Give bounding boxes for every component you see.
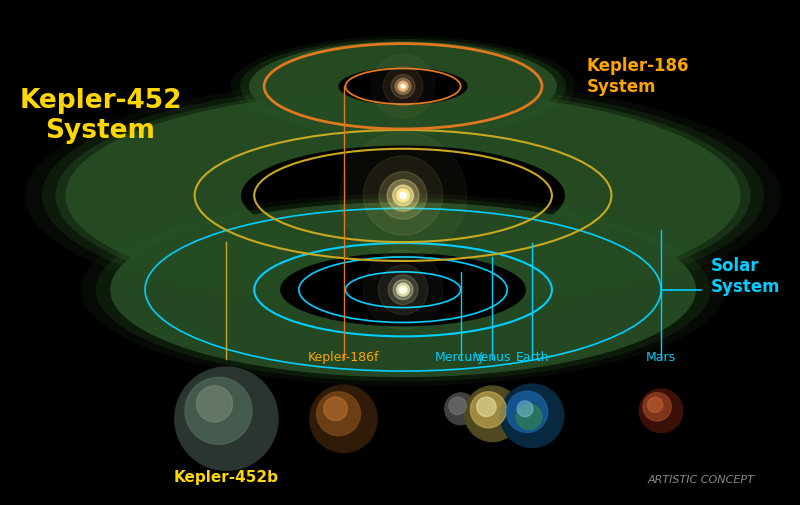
Circle shape [500, 384, 564, 447]
Circle shape [401, 288, 405, 292]
Ellipse shape [66, 91, 741, 299]
Circle shape [397, 283, 410, 296]
Circle shape [378, 265, 428, 315]
Text: Mercury: Mercury [435, 351, 486, 364]
Circle shape [363, 156, 442, 235]
Text: Earth: Earth [515, 351, 549, 364]
Ellipse shape [110, 203, 696, 377]
Ellipse shape [25, 79, 781, 312]
Circle shape [477, 397, 496, 417]
Circle shape [387, 180, 419, 211]
Text: Kepler-186
System: Kepler-186 System [586, 57, 689, 96]
Circle shape [324, 397, 347, 421]
Circle shape [639, 389, 683, 433]
Ellipse shape [230, 36, 575, 136]
Text: ARTISTIC CONCEPT: ARTISTIC CONCEPT [647, 475, 754, 485]
Circle shape [402, 85, 405, 88]
Circle shape [517, 401, 533, 417]
Circle shape [317, 392, 361, 436]
Text: Kepler-452
System: Kepler-452 System [19, 88, 182, 144]
Text: Kepler-186f: Kepler-186f [308, 351, 379, 364]
Ellipse shape [338, 68, 468, 105]
Ellipse shape [241, 145, 565, 245]
Ellipse shape [96, 198, 710, 381]
Circle shape [197, 386, 233, 422]
Ellipse shape [66, 91, 741, 299]
Circle shape [506, 391, 548, 432]
Circle shape [465, 386, 520, 441]
Ellipse shape [250, 41, 557, 131]
Text: Solar
System: Solar System [710, 258, 780, 296]
Circle shape [185, 377, 252, 444]
Circle shape [388, 275, 418, 305]
Circle shape [643, 392, 671, 421]
Circle shape [310, 385, 378, 452]
Circle shape [449, 397, 466, 415]
Circle shape [400, 192, 406, 198]
Circle shape [393, 280, 413, 299]
Ellipse shape [280, 253, 526, 326]
Ellipse shape [110, 203, 696, 377]
Circle shape [395, 78, 411, 94]
Circle shape [398, 81, 408, 91]
Ellipse shape [240, 39, 566, 134]
Circle shape [391, 74, 415, 98]
Ellipse shape [42, 84, 764, 307]
Circle shape [175, 367, 278, 470]
Circle shape [516, 404, 542, 429]
Circle shape [393, 185, 414, 206]
Circle shape [400, 83, 406, 89]
Circle shape [399, 286, 407, 294]
Circle shape [397, 189, 410, 202]
Circle shape [445, 393, 477, 425]
Circle shape [647, 397, 662, 413]
Ellipse shape [250, 41, 557, 131]
Text: Venus: Venus [474, 351, 511, 364]
Ellipse shape [81, 193, 725, 386]
Circle shape [383, 67, 423, 106]
Ellipse shape [55, 88, 750, 303]
Text: Kepler-452b: Kepler-452b [174, 470, 279, 485]
Circle shape [470, 392, 506, 428]
Text: Mars: Mars [646, 351, 676, 364]
Circle shape [379, 172, 427, 219]
